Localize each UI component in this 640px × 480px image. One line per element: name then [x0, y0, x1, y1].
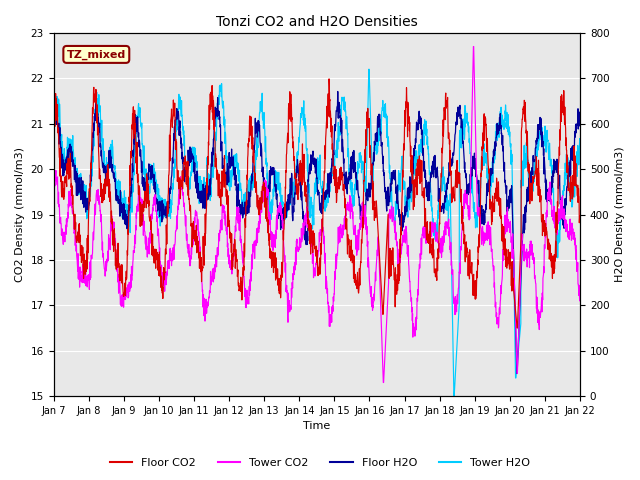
Y-axis label: CO2 Density (mmol/m3): CO2 Density (mmol/m3)	[15, 147, 25, 282]
Legend: Floor CO2, Tower CO2, Floor H2O, Tower H2O: Floor CO2, Tower CO2, Floor H2O, Tower H…	[105, 453, 535, 472]
Title: Tonzi CO2 and H2O Densities: Tonzi CO2 and H2O Densities	[216, 15, 418, 29]
Text: TZ_mixed: TZ_mixed	[67, 49, 126, 60]
Y-axis label: H2O Density (mmol/m3): H2O Density (mmol/m3)	[615, 147, 625, 282]
X-axis label: Time: Time	[303, 421, 330, 432]
